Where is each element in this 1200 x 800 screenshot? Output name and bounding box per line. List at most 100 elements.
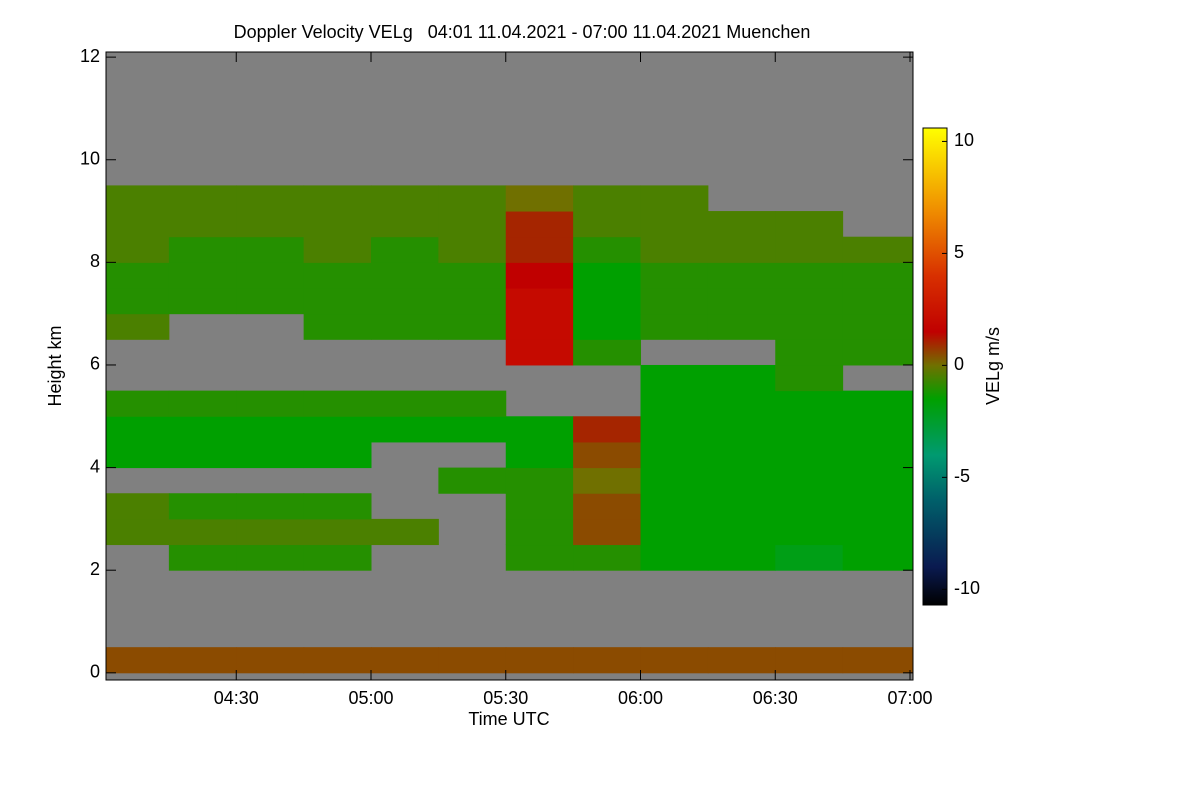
heatmap-cell <box>505 647 574 674</box>
heatmap-cell <box>573 441 642 469</box>
heatmap-cell <box>371 185 439 212</box>
heatmap-cell <box>236 441 305 469</box>
plot-frame <box>105 51 914 681</box>
heatmap-cell <box>573 185 642 212</box>
heatmap-cell <box>640 441 709 469</box>
y-tick-label: 4 <box>90 456 100 476</box>
heatmap-cell <box>303 313 372 340</box>
heatmap-cell <box>775 416 844 443</box>
heatmap-cell <box>640 262 709 289</box>
heatmap-cell <box>371 416 439 443</box>
colorbar-tick-label: -10 <box>954 578 980 598</box>
heatmap-cell <box>106 390 170 417</box>
heatmap-cell <box>168 288 237 315</box>
heatmap-cell <box>303 518 372 546</box>
colorbar <box>922 127 948 606</box>
heatmap-cell <box>573 211 642 238</box>
heatmap-cell <box>438 313 507 340</box>
heatmap-cell <box>303 185 372 212</box>
y-tick-label: 6 <box>90 354 100 374</box>
heatmap-cell <box>505 339 574 366</box>
heatmap-cell <box>106 441 170 469</box>
heatmap-cell <box>842 441 914 469</box>
heatmap-cell <box>505 262 574 289</box>
heatmap-cell <box>573 288 642 315</box>
heatmap-cell <box>842 313 914 340</box>
y-tick-label: 12 <box>80 46 100 66</box>
heatmap-cell <box>168 416 237 443</box>
heatmap-cell <box>303 211 372 238</box>
colorbar-tick-label: 0 <box>954 354 964 374</box>
heatmap-cell <box>842 390 914 417</box>
heatmap-cell <box>842 288 914 315</box>
heatmap-cell <box>438 211 507 238</box>
heatmap-cell <box>236 211 305 238</box>
colorbar-tick-label: -5 <box>954 466 970 486</box>
heatmap-cell <box>106 211 170 238</box>
heatmap-cell <box>775 390 844 417</box>
heatmap-cell <box>775 211 844 238</box>
heatmap-cell <box>505 313 574 340</box>
heatmap-cell <box>236 647 305 674</box>
colorbar-tick-label: 10 <box>954 130 974 150</box>
heatmap-cell <box>303 236 372 263</box>
heatmap-cell <box>640 185 709 212</box>
heatmap-cell <box>775 518 844 546</box>
heatmap-cell <box>303 441 372 469</box>
heatmap-cell <box>573 544 642 571</box>
heatmap-cell <box>438 467 507 494</box>
heatmap-cell <box>505 185 574 212</box>
heatmap-cell <box>505 211 574 238</box>
heatmap-cell <box>168 211 237 238</box>
heatmap-cell <box>168 236 237 263</box>
heatmap-cell <box>707 236 776 263</box>
heatmap-cell <box>775 544 844 571</box>
heatmap-cell <box>640 313 709 340</box>
heatmap-cell <box>573 647 642 674</box>
heatmap-cell <box>236 518 305 546</box>
heatmap-cell <box>707 493 776 520</box>
heatmap-cell <box>106 518 170 546</box>
x-tick-label: 04:30 <box>214 688 259 708</box>
heatmap-cell <box>640 467 709 494</box>
heatmap-cell <box>775 339 844 366</box>
heatmap-cell <box>707 647 776 674</box>
heatmap-cell <box>775 441 844 469</box>
x-axis-label: Time UTC <box>468 709 549 729</box>
heatmap-cell <box>168 647 237 674</box>
heatmap-cell <box>707 288 776 315</box>
heatmap-cell <box>842 493 914 520</box>
heatmap-cell <box>775 467 844 494</box>
heatmap-cell <box>775 364 844 392</box>
heatmap-cell <box>438 390 507 417</box>
heatmap-cell <box>303 544 372 571</box>
heatmap-cell <box>842 467 914 494</box>
heatmap-cell <box>775 493 844 520</box>
heatmap-cell <box>303 262 372 289</box>
heatmap-cell <box>505 544 574 571</box>
x-tick-label: 07:00 <box>887 688 932 708</box>
x-tick-label: 05:00 <box>348 688 393 708</box>
heatmap-cell <box>505 236 574 263</box>
heatmap-cell <box>106 288 170 315</box>
heatmap-cell <box>640 544 709 571</box>
heatmap-cell <box>371 647 439 674</box>
heatmap-cell <box>640 390 709 417</box>
heatmap-cell <box>236 390 305 417</box>
heatmap-cell <box>438 185 507 212</box>
heatmap-cell <box>371 211 439 238</box>
heatmap-cell <box>640 211 709 238</box>
heatmap-cell <box>842 339 914 366</box>
heatmap-cell <box>106 416 170 443</box>
heatmap-cell <box>842 236 914 263</box>
heatmap-cell <box>707 364 776 392</box>
heatmap-cell <box>640 416 709 443</box>
heatmap-cell <box>775 262 844 289</box>
heatmap-cell <box>775 647 844 674</box>
heatmap-cell <box>106 262 170 289</box>
heatmap-cell <box>438 416 507 443</box>
heatmap-cell <box>236 416 305 443</box>
heatmap-cell <box>573 416 642 443</box>
heatmap-cell <box>303 390 372 417</box>
heatmap-cell <box>106 313 170 340</box>
